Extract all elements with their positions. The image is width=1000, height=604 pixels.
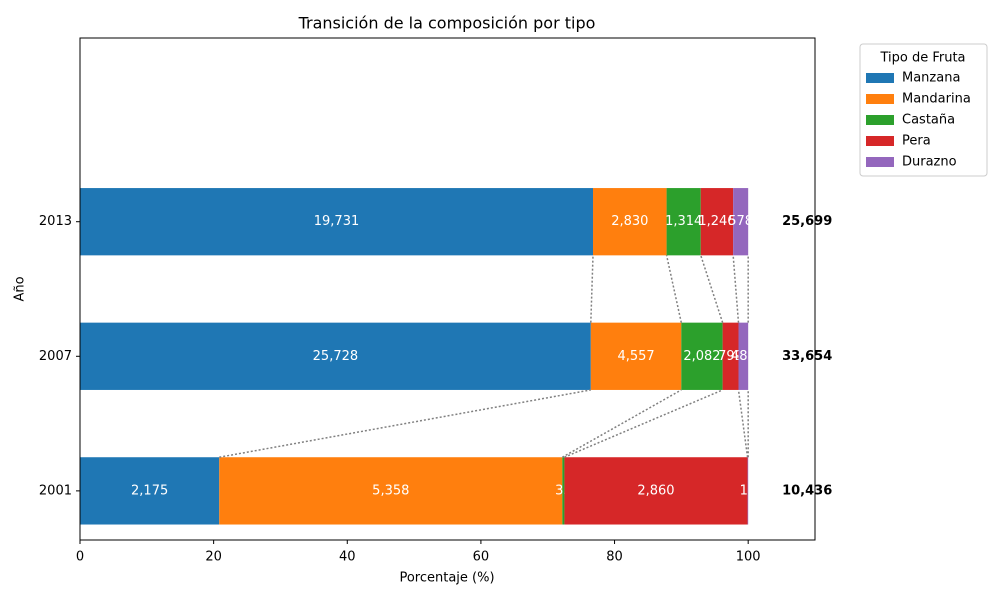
- bar-segment: [593, 188, 667, 256]
- x-tick-label: 0: [76, 550, 84, 565]
- bar-segment: [738, 322, 749, 390]
- bar-segment: [733, 188, 749, 256]
- bar-segment: [666, 188, 701, 256]
- x-tick-label: 100: [736, 550, 761, 565]
- bar-segment: [219, 457, 563, 525]
- total-label: 25,699: [782, 214, 832, 229]
- connector-line: [564, 389, 723, 458]
- bar-segment: [80, 457, 220, 525]
- x-tick-label: 40: [339, 550, 356, 565]
- total-label: 33,654: [782, 349, 832, 364]
- bar-segment: [700, 188, 734, 256]
- connector-line: [700, 255, 724, 323]
- y-axis-label: Año: [13, 276, 28, 301]
- connector-line: [219, 389, 591, 458]
- bar-segment: [722, 322, 739, 390]
- bar-segment: [80, 188, 594, 256]
- total-label: 10,436: [782, 483, 832, 498]
- value-label: 2,830: [611, 214, 648, 229]
- legend-label: Castaña: [902, 113, 955, 128]
- legend-swatch: [866, 73, 894, 83]
- plot-frame: [79, 37, 816, 541]
- value-label: 5,358: [372, 483, 409, 498]
- legend-label: Mandarina: [902, 92, 971, 107]
- bar-segment: [562, 457, 565, 525]
- connector-line: [665, 255, 683, 323]
- value-label: 488: [731, 349, 756, 364]
- value-label: 799: [718, 349, 743, 364]
- chart-title: Transición de la composición por tipo: [298, 14, 596, 33]
- legend-swatch: [866, 94, 894, 104]
- bar-segment: [564, 457, 748, 525]
- value-label: 4,557: [617, 349, 654, 364]
- legend-title: Tipo de Fruta: [879, 51, 965, 66]
- value-label: 10: [740, 483, 757, 498]
- x-tick-label: 80: [606, 550, 623, 565]
- value-label: 2,082: [683, 349, 720, 364]
- legend-swatch: [866, 136, 894, 146]
- value-label: 19,731: [314, 214, 360, 229]
- connector-line: [737, 389, 749, 458]
- legend: Tipo de Fruta Manzana Mandarina Castaña Pera…: [859, 43, 988, 177]
- legend-label: Pera: [902, 134, 931, 149]
- value-label: 2,860: [637, 483, 674, 498]
- value-label: 578: [728, 214, 753, 229]
- x-tick-label: 60: [473, 550, 490, 565]
- connector-line: [732, 255, 740, 323]
- legend-swatch: [866, 115, 894, 125]
- y-tick-label: 2013: [39, 214, 72, 229]
- bar-segment: [681, 322, 723, 390]
- value-label: 25,728: [313, 349, 359, 364]
- legend-label: Manzana: [902, 71, 960, 86]
- value-label: 1,314: [665, 214, 702, 229]
- legend-label: Durazno: [902, 155, 957, 170]
- bar-segment: [80, 322, 591, 390]
- bar-segment: [747, 457, 749, 525]
- value-label: 2,175: [131, 483, 168, 498]
- x-tick-label: 20: [205, 550, 222, 565]
- bar-segment: [590, 322, 682, 390]
- x-axis-label: Porcentaje (%): [399, 571, 494, 586]
- connector-line: [561, 389, 682, 458]
- legend-swatch: [866, 157, 894, 167]
- y-tick-label: 2001: [39, 483, 72, 498]
- value-label: 1,246: [698, 214, 735, 229]
- connector-line: [590, 255, 594, 323]
- y-tick-label: 2007: [39, 349, 72, 364]
